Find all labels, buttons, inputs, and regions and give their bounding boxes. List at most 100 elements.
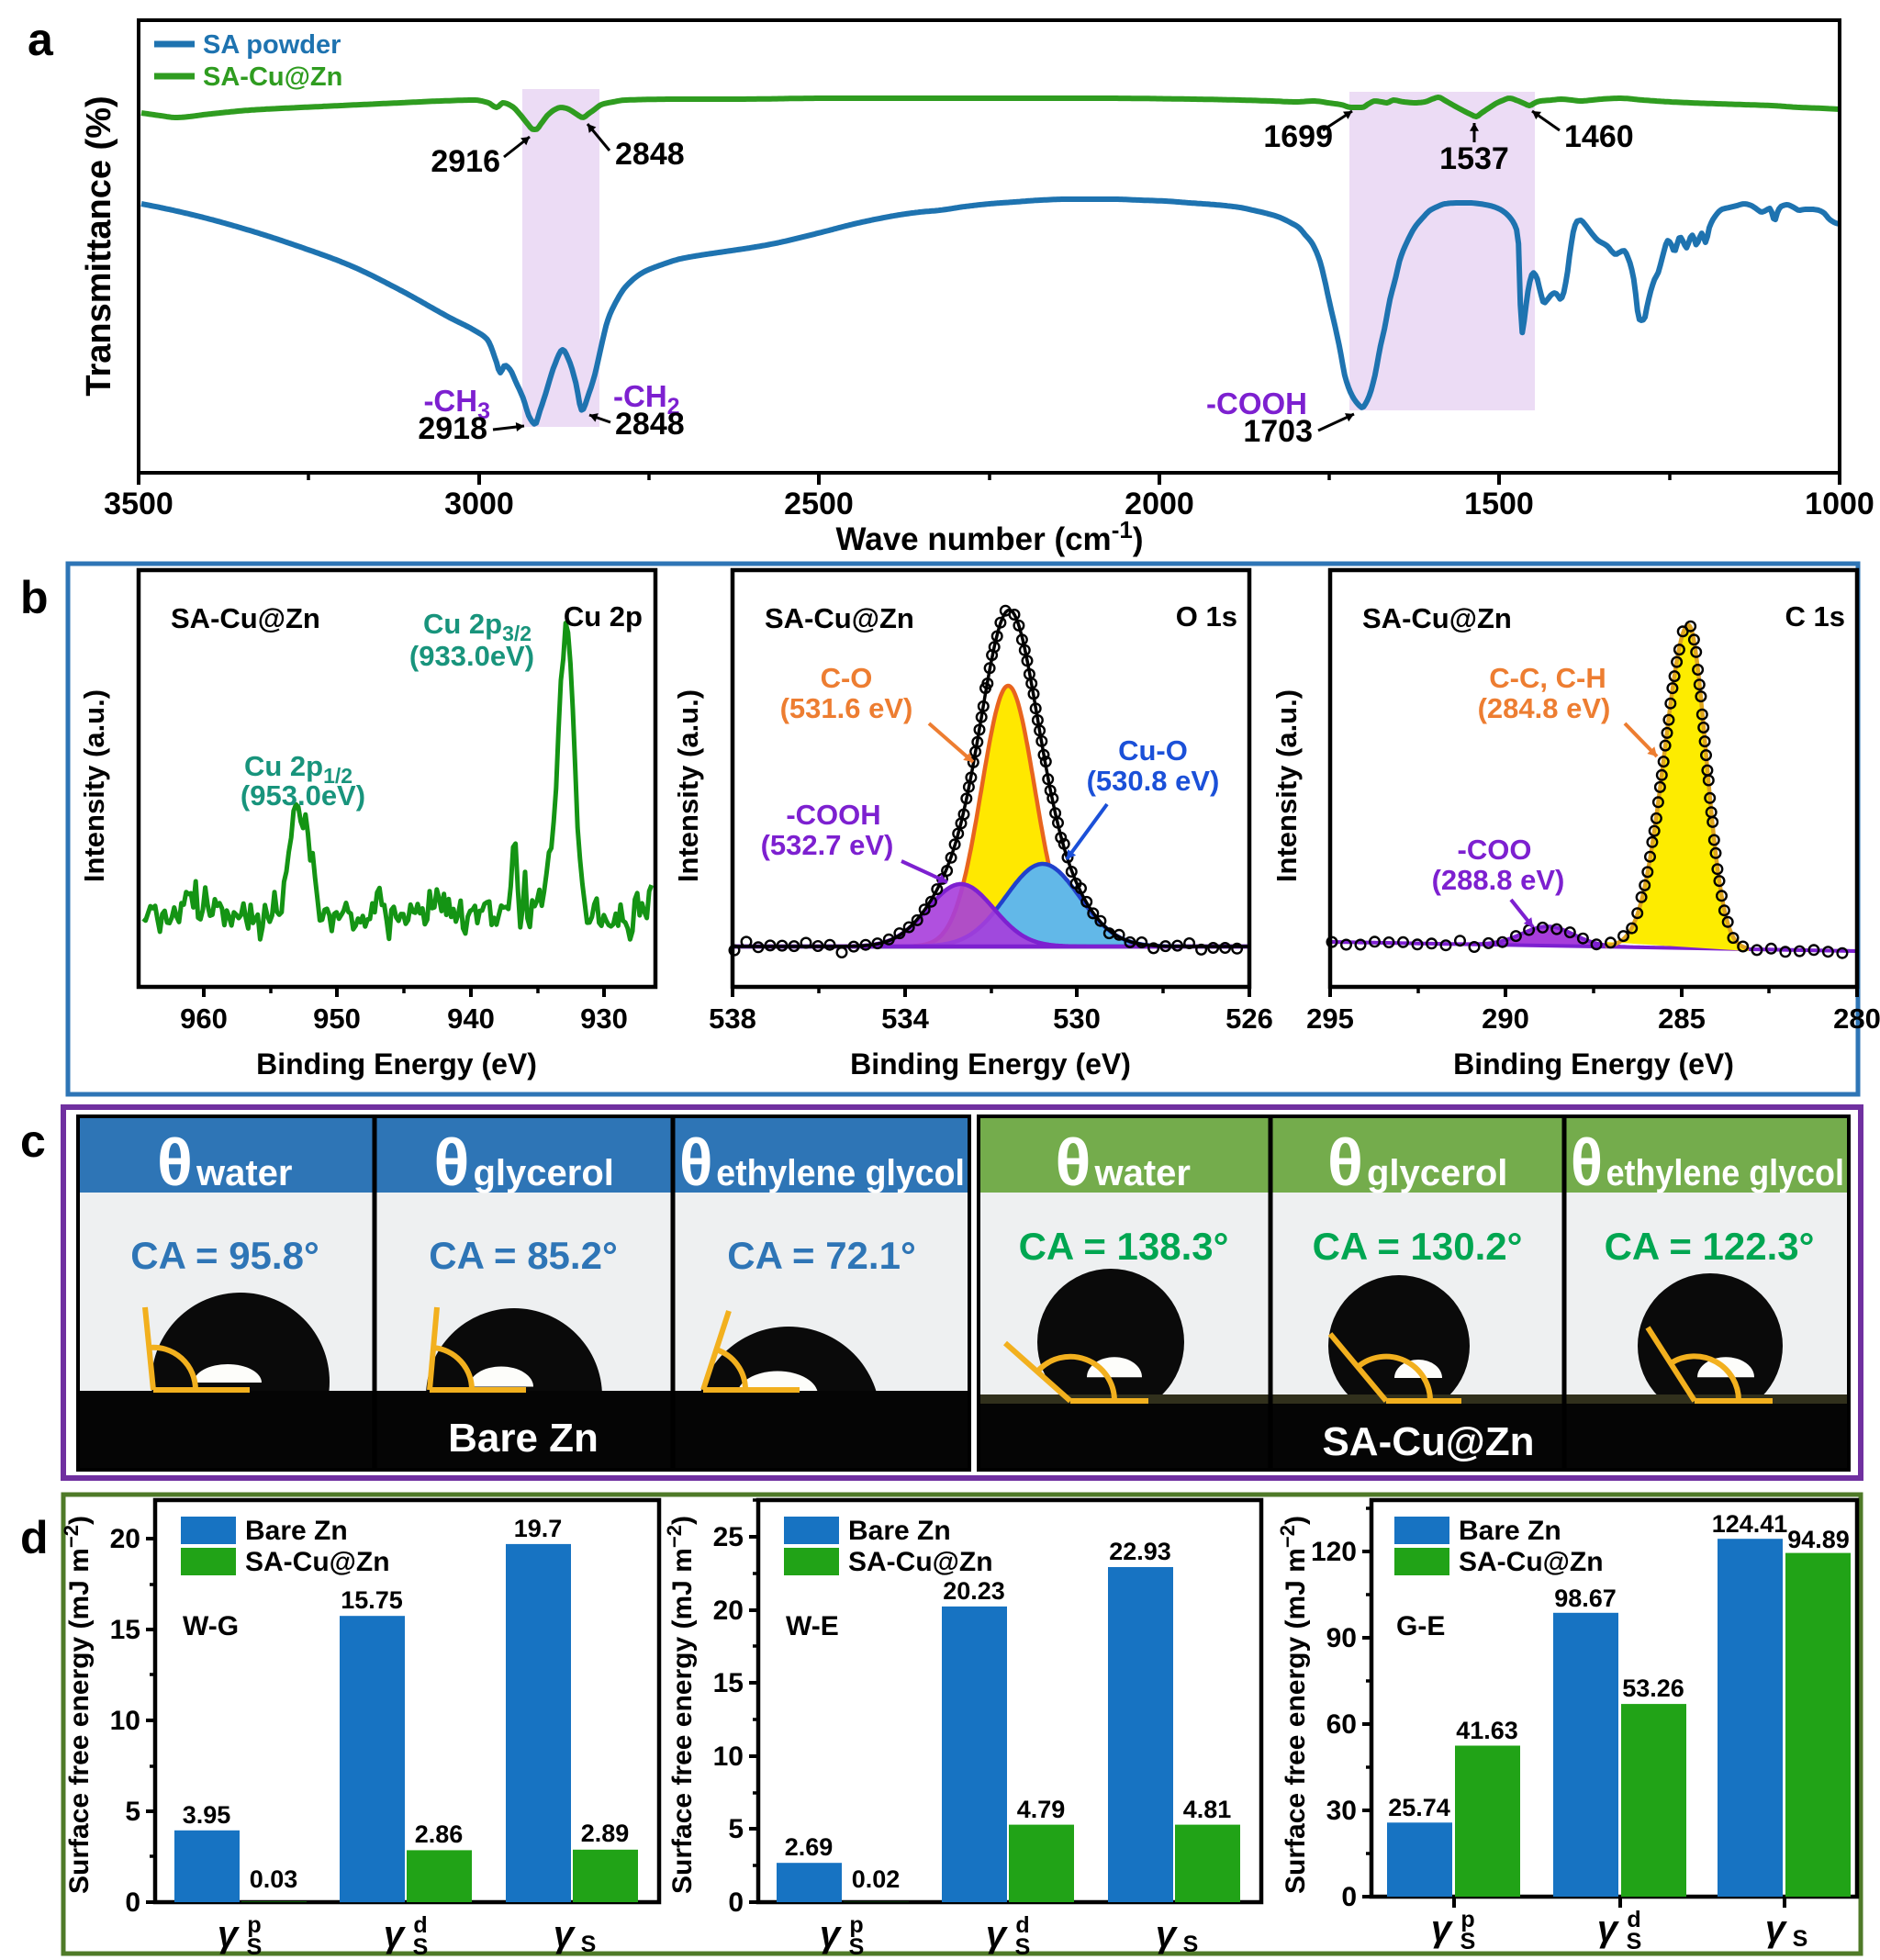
svg-text:124.41: 124.41 bbox=[1712, 1510, 1788, 1538]
svg-text:60: 60 bbox=[1326, 1709, 1357, 1740]
svg-text:0.03: 0.03 bbox=[250, 1865, 298, 1893]
svg-text:W-E: W-E bbox=[786, 1611, 839, 1641]
svg-text:S: S bbox=[413, 1934, 429, 1960]
svg-text:SA-Cu@Zn: SA-Cu@Zn bbox=[171, 602, 320, 634]
svg-text:glycerol: glycerol bbox=[1367, 1153, 1507, 1193]
svg-text:-COO: -COO bbox=[1458, 834, 1532, 866]
svg-text:Surface free energy (mJ m−2): Surface free energy (mJ m−2) bbox=[663, 1516, 698, 1894]
svg-text:b: b bbox=[20, 572, 49, 623]
svg-text:S: S bbox=[247, 1934, 263, 1960]
svg-text:Transmittance (%): Transmittance (%) bbox=[80, 95, 118, 396]
svg-text:θ: θ bbox=[679, 1126, 712, 1200]
svg-text:2848: 2848 bbox=[615, 137, 685, 172]
svg-text:C 1s: C 1s bbox=[1785, 600, 1845, 633]
svg-text:Wave number (cm-1): Wave number (cm-1) bbox=[836, 516, 1144, 557]
svg-text:CA = 122.3°: CA = 122.3° bbox=[1605, 1225, 1815, 1268]
svg-text:Intensity (a.u.): Intensity (a.u.) bbox=[78, 689, 110, 882]
svg-text:15: 15 bbox=[110, 1615, 140, 1645]
svg-text:water: water bbox=[1094, 1153, 1192, 1193]
svg-text:θ: θ bbox=[1327, 1126, 1363, 1200]
svg-text:2848: 2848 bbox=[615, 407, 685, 442]
svg-text:d: d bbox=[1627, 1907, 1640, 1932]
svg-text:CA = 130.2°: CA = 130.2° bbox=[1313, 1225, 1523, 1268]
svg-text:1500: 1500 bbox=[1464, 487, 1534, 521]
svg-text:S: S bbox=[1460, 1929, 1476, 1954]
svg-text:ethylene glycol: ethylene glycol bbox=[716, 1153, 965, 1193]
svg-text:2.86: 2.86 bbox=[415, 1820, 464, 1848]
svg-text:-COOH: -COOH bbox=[786, 799, 880, 831]
svg-text:SA-Cu@Zn: SA-Cu@Zn bbox=[848, 1547, 993, 1577]
svg-text:S: S bbox=[1183, 1932, 1199, 1957]
svg-text:22.93: 22.93 bbox=[1109, 1538, 1171, 1565]
svg-text:19.7: 19.7 bbox=[514, 1515, 563, 1542]
svg-text:Binding Energy (eV): Binding Energy (eV) bbox=[1453, 1047, 1734, 1081]
svg-text:SA-Cu@Zn: SA-Cu@Zn bbox=[1322, 1419, 1534, 1464]
svg-text:0.02: 0.02 bbox=[852, 1865, 901, 1893]
svg-text:Intensity (a.u.): Intensity (a.u.) bbox=[1270, 689, 1303, 882]
svg-text:10: 10 bbox=[110, 1706, 140, 1736]
svg-text:-COOH: -COOH bbox=[1206, 386, 1307, 420]
svg-text:2.69: 2.69 bbox=[785, 1833, 834, 1861]
svg-text:4.81: 4.81 bbox=[1183, 1796, 1232, 1823]
svg-text:S: S bbox=[1627, 1929, 1642, 1954]
svg-text:γ: γ bbox=[554, 1914, 576, 1954]
svg-text:(532.7 eV): (532.7 eV) bbox=[761, 829, 894, 861]
svg-text:90: 90 bbox=[1326, 1623, 1357, 1653]
svg-text:CA = 85.2°: CA = 85.2° bbox=[429, 1234, 618, 1277]
svg-text:γ: γ bbox=[986, 1914, 1009, 1954]
svg-text:Bare Zn: Bare Zn bbox=[1459, 1516, 1561, 1546]
svg-text:0: 0 bbox=[1341, 1882, 1357, 1912]
svg-text:930: 930 bbox=[580, 1002, 628, 1035]
svg-text:G-E: G-E bbox=[1396, 1611, 1445, 1641]
svg-text:534: 534 bbox=[881, 1002, 929, 1035]
svg-text:Bare Zn: Bare Zn bbox=[245, 1516, 348, 1546]
svg-text:SA powder: SA powder bbox=[203, 30, 341, 60]
svg-text:(284.8 eV): (284.8 eV) bbox=[1478, 692, 1611, 724]
svg-text:CA = 138.3°: CA = 138.3° bbox=[1019, 1225, 1229, 1268]
svg-text:Surface free energy (mJ m−2): Surface free energy (mJ m−2) bbox=[1276, 1516, 1311, 1894]
svg-text:10: 10 bbox=[713, 1742, 744, 1772]
svg-text:S: S bbox=[581, 1932, 597, 1957]
svg-text:S: S bbox=[1793, 1926, 1808, 1952]
svg-text:SA-Cu@Zn: SA-Cu@Zn bbox=[765, 602, 914, 634]
svg-text:W-G: W-G bbox=[183, 1611, 239, 1641]
svg-text:295: 295 bbox=[1306, 1002, 1354, 1035]
svg-text:98.67: 98.67 bbox=[1554, 1585, 1617, 1612]
svg-text:285: 285 bbox=[1658, 1002, 1706, 1035]
svg-text:1703: 1703 bbox=[1243, 414, 1313, 449]
svg-text:S: S bbox=[1015, 1934, 1031, 1960]
svg-text:538: 538 bbox=[709, 1002, 756, 1035]
svg-text:C-O: C-O bbox=[821, 662, 873, 694]
svg-text:CA = 72.1°: CA = 72.1° bbox=[727, 1234, 916, 1277]
svg-text:SA-Cu@Zn: SA-Cu@Zn bbox=[203, 62, 342, 92]
svg-text:ethylene glycol: ethylene glycol bbox=[1606, 1153, 1844, 1193]
svg-text:SA-Cu@Zn: SA-Cu@Zn bbox=[1362, 602, 1512, 634]
svg-text:3.95: 3.95 bbox=[183, 1801, 231, 1829]
svg-text:1699: 1699 bbox=[1263, 119, 1333, 154]
svg-text:(953.0eV): (953.0eV) bbox=[241, 779, 365, 812]
svg-text:530: 530 bbox=[1053, 1002, 1101, 1035]
svg-text:41.63: 41.63 bbox=[1456, 1717, 1518, 1744]
svg-text:0: 0 bbox=[728, 1887, 744, 1918]
svg-text:53.26: 53.26 bbox=[1622, 1674, 1684, 1702]
svg-text:20: 20 bbox=[713, 1596, 744, 1626]
svg-text:(933.0eV): (933.0eV) bbox=[409, 640, 534, 672]
svg-text:γ: γ bbox=[218, 1914, 241, 1954]
svg-text:94.89: 94.89 bbox=[1787, 1526, 1850, 1553]
svg-text:15: 15 bbox=[713, 1668, 744, 1698]
svg-text:2500: 2500 bbox=[784, 487, 854, 521]
svg-text:5: 5 bbox=[125, 1797, 140, 1827]
svg-text:S: S bbox=[849, 1934, 865, 1960]
svg-text:θ: θ bbox=[434, 1126, 470, 1200]
svg-text:2916: 2916 bbox=[431, 144, 500, 179]
svg-text:4.79: 4.79 bbox=[1017, 1796, 1066, 1823]
svg-text:3000: 3000 bbox=[444, 487, 514, 521]
svg-text:γ: γ bbox=[820, 1914, 843, 1954]
svg-text:C-C, C-H: C-C, C-H bbox=[1489, 662, 1606, 694]
svg-text:γ: γ bbox=[1765, 1909, 1788, 1949]
svg-text:(531.6 eV): (531.6 eV) bbox=[780, 692, 913, 724]
svg-text:Surface free energy (mJ m−2): Surface free energy (mJ m−2) bbox=[60, 1516, 95, 1894]
svg-text:Bare Zn: Bare Zn bbox=[448, 1416, 599, 1461]
svg-text:Cu 2p1/2: Cu 2p1/2 bbox=[244, 750, 352, 788]
svg-text:3500: 3500 bbox=[104, 487, 173, 521]
